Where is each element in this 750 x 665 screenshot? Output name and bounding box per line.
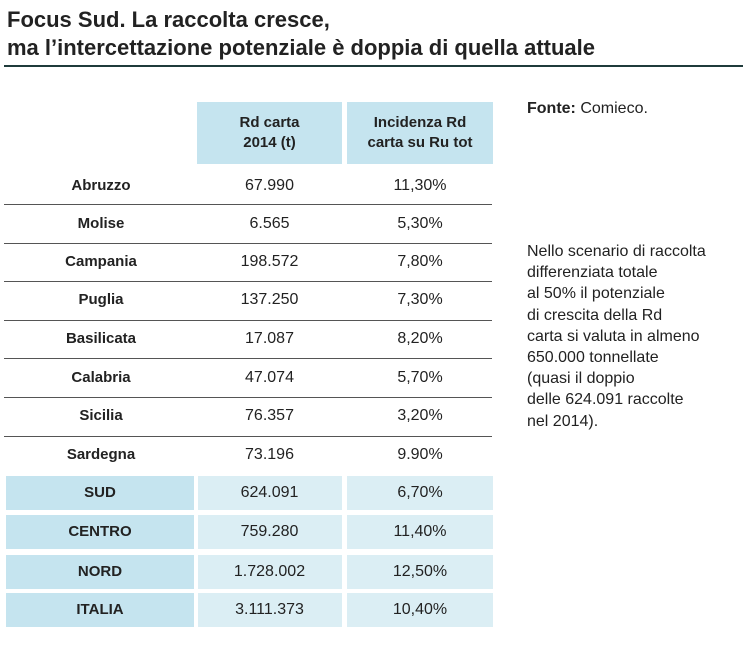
cell-rd: 76.357 <box>245 407 294 424</box>
total-cell-incidenza: 10,40% <box>392 601 448 618</box>
cell-incidenza: 11,30% <box>393 177 447 194</box>
total-band-incidenza <box>347 593 493 627</box>
cell-rd: 17.087 <box>245 330 294 347</box>
column-header-incidenza-line2: carta su Ru tot <box>367 134 473 151</box>
cell-incidenza: 3,20% <box>397 407 443 424</box>
total-band-label <box>6 593 194 627</box>
total-row-label: CENTRO <box>68 523 132 540</box>
total-row-label: NORD <box>77 563 123 580</box>
total-band-incidenza <box>347 555 493 589</box>
total-cell-rd: 3.111.373 <box>235 601 304 618</box>
cell-rd: 137.250 <box>240 291 299 308</box>
cell-incidenza: 7,80% <box>397 253 443 270</box>
cell-incidenza: 9.90% <box>397 446 443 463</box>
cell-incidenza: 5,30% <box>397 215 443 232</box>
source-note: Fonte: Comieco. <box>527 100 648 118</box>
row-label: Sardegna <box>66 446 136 463</box>
cell-rd: 6.565 <box>249 215 290 232</box>
row-label: Puglia <box>78 291 124 308</box>
total-band-label <box>6 515 194 549</box>
side-note-line: al 50% il potenziale <box>527 285 665 303</box>
total-band-label <box>6 555 194 589</box>
side-note-line: differenziata totale <box>527 264 658 282</box>
row-divider <box>4 397 492 398</box>
chart-title-line1: Focus Sud. La raccolta cresce, <box>7 7 330 32</box>
column-header-rd: Rd carta 2014 (t) <box>197 102 342 164</box>
row-label: Sicilia <box>79 407 123 424</box>
row-divider <box>4 243 492 244</box>
row-divider <box>4 436 492 437</box>
total-cell-incidenza: 12,50% <box>392 563 448 580</box>
side-note-line: 650.000 tonnellate <box>527 349 659 367</box>
total-cell-rd: 1.728.002 <box>233 563 306 580</box>
cell-rd: 67.990 <box>245 177 294 194</box>
row-label: Molise <box>77 215 125 232</box>
total-band-incidenza <box>347 515 493 549</box>
total-band-incidenza <box>347 476 493 510</box>
total-cell-incidenza: 6,70% <box>397 484 443 501</box>
column-header-rd-line1: Rd carta <box>239 114 300 131</box>
side-note-line: nel 2014). <box>527 412 599 430</box>
row-divider <box>4 204 492 205</box>
cell-incidenza: 8,20% <box>397 330 443 347</box>
total-cell-incidenza: 11,40% <box>393 523 447 540</box>
side-note-line: (quasi il doppio <box>527 370 635 388</box>
cell-rd: 73.196 <box>245 446 294 463</box>
cell-rd: 198.572 <box>240 253 299 270</box>
row-divider <box>4 358 492 359</box>
row-label: Calabria <box>71 369 131 386</box>
total-band-rd <box>198 593 342 627</box>
side-note-line: di crescita della Rd <box>527 306 663 324</box>
total-band-label <box>6 476 194 510</box>
total-cell-rd: 759.280 <box>240 523 299 540</box>
total-cell-rd: 624.091 <box>240 484 299 501</box>
chart-title: Focus Sud. La raccolta cresce, ma l’inte… <box>7 6 747 62</box>
total-row-label: ITALIA <box>76 601 124 618</box>
column-header-incidenza: Incidenza Rd carta su Ru tot <box>347 102 493 164</box>
title-divider <box>4 65 743 67</box>
column-header-incidenza-line1: Incidenza Rd <box>373 114 467 131</box>
side-note: Nello scenario di raccolta differenziata … <box>527 241 747 432</box>
column-header-rd-line2: 2014 (t) <box>243 134 296 151</box>
side-note-line: Nello scenario di raccolta <box>527 243 706 260</box>
side-note-line: carta si valuta in almeno <box>527 327 700 345</box>
cell-rd: 47.074 <box>245 369 294 386</box>
total-band-rd <box>198 515 342 549</box>
source-label: Fonte: <box>527 100 576 117</box>
total-row-label: SUD <box>84 484 116 501</box>
source-value: Comieco. <box>580 100 648 117</box>
chart-title-line2: ma l’intercettazione potenziale è doppia… <box>7 35 596 60</box>
row-label: Basilicata <box>65 330 137 347</box>
row-divider <box>4 281 492 282</box>
row-label: Campania <box>65 253 137 270</box>
side-note-line: delle 624.091 raccolte <box>527 391 684 409</box>
cell-incidenza: 5,70% <box>397 369 443 386</box>
row-divider <box>4 320 492 321</box>
total-band-rd <box>198 555 342 589</box>
total-band-rd <box>198 476 342 510</box>
cell-incidenza: 7,30% <box>397 291 443 308</box>
row-label: Abruzzo <box>71 177 131 194</box>
